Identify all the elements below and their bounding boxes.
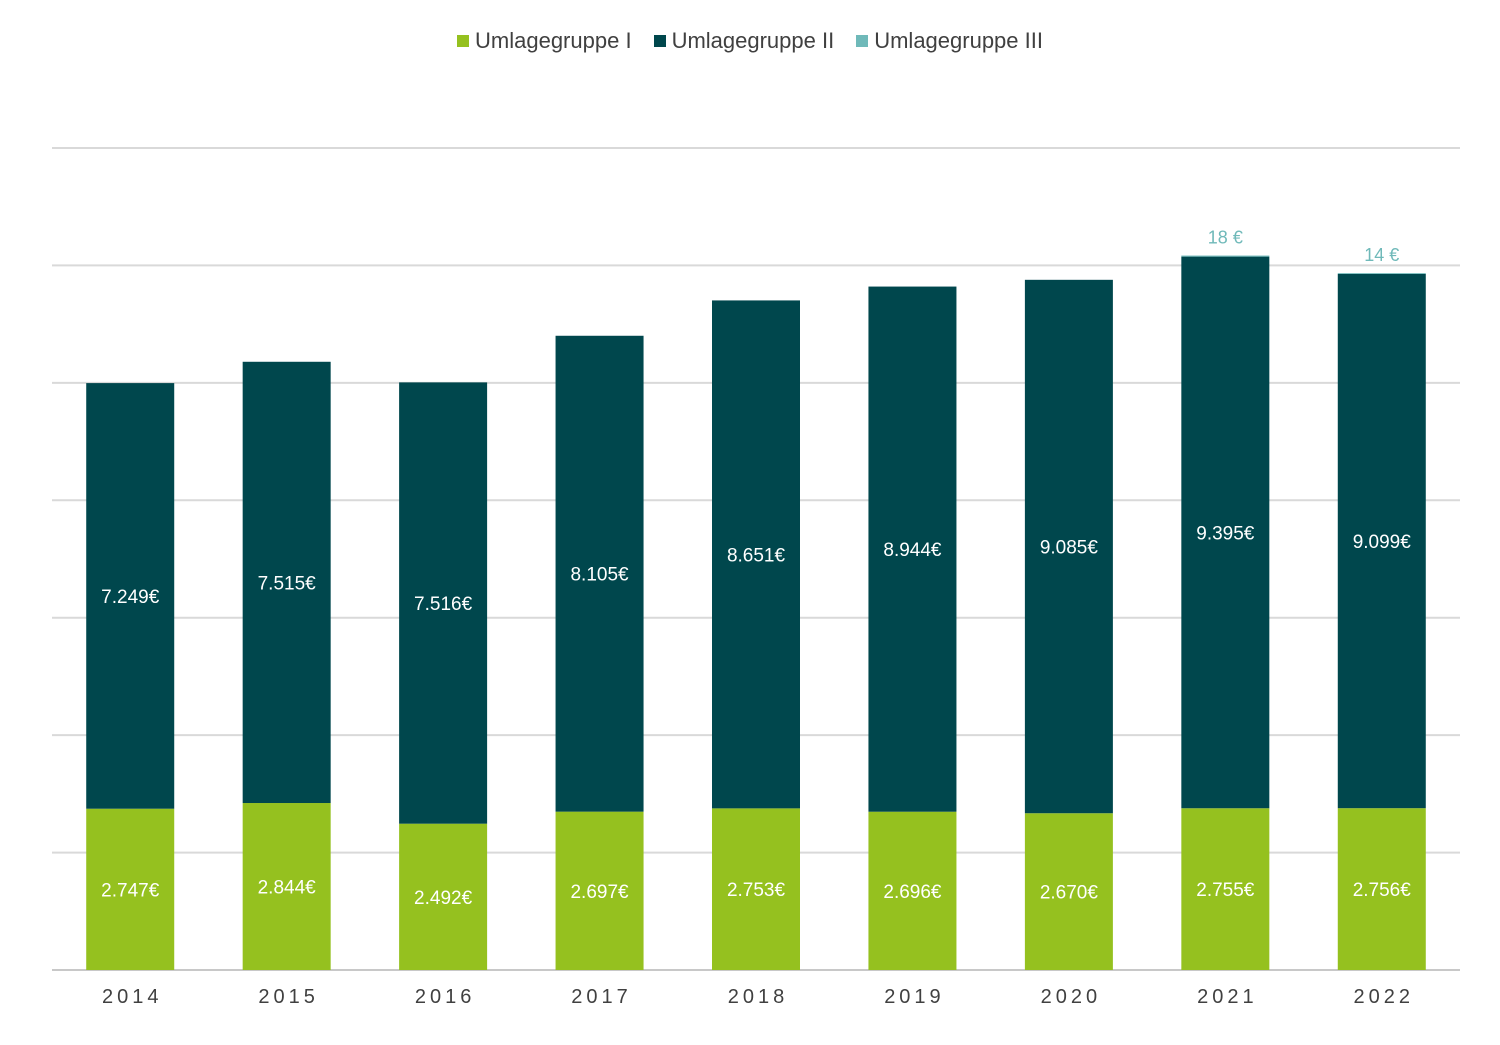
bar-segment-2014-series-1 bbox=[86, 808, 175, 970]
data-label-2016-series-1: 2.492€ bbox=[414, 888, 473, 909]
data-label-2014-series-1: 2.747€ bbox=[101, 880, 160, 901]
data-label-2022-series-1: 2.756€ bbox=[1353, 880, 1412, 901]
data-label-2018-series-1: 2.753€ bbox=[727, 880, 786, 901]
x-tick-label-2014: 2014 bbox=[102, 986, 163, 1008]
x-tick-label-2020: 2020 bbox=[1041, 986, 1102, 1008]
data-label-2022-series-3: 14 € bbox=[1364, 245, 1399, 265]
x-tick-label-2022: 2022 bbox=[1354, 986, 1415, 1008]
bar-segment-2019-series-2 bbox=[868, 286, 957, 812]
bar-segment-2021-series-1 bbox=[1181, 808, 1270, 970]
legend-item-umlagegruppe-1: Umlagegruppe I bbox=[457, 28, 632, 54]
bar-segment-2022-series-3 bbox=[1337, 273, 1426, 274]
data-label-2022-series-2: 9.099€ bbox=[1353, 532, 1412, 553]
bar-segment-2018-series-1 bbox=[712, 808, 800, 970]
data-label-2019-series-1: 2.696€ bbox=[883, 882, 942, 903]
legend-swatch-umlagegruppe-1 bbox=[457, 35, 470, 47]
legend-label-umlagegruppe-2: Umlagegruppe II bbox=[671, 28, 835, 53]
x-tick-label-2015: 2015 bbox=[258, 986, 319, 1008]
legend-label-umlagegruppe-3: Umlagegruppe III bbox=[874, 28, 1043, 53]
legend-item-umlagegruppe-2: Umlagegruppe II bbox=[653, 28, 835, 54]
bar-segment-2014-series-2 bbox=[86, 383, 175, 809]
data-label-2014-series-2: 7.249€ bbox=[101, 587, 160, 608]
bar-segment-2020-series-1 bbox=[1024, 813, 1113, 970]
bar-segment-2020-series-2 bbox=[1024, 279, 1113, 814]
data-label-2017-series-1: 2.697€ bbox=[570, 882, 629, 903]
x-axis: 2014 2015 2016 2017 2018 2019 2020 2021 2022 bbox=[102, 986, 1415, 1008]
bar-segment-2021-series-3 bbox=[1181, 255, 1270, 257]
data-label-2017-series-2: 8.105€ bbox=[570, 565, 629, 586]
bar-segment-2015-series-1 bbox=[242, 803, 331, 970]
bar-segment-2016-series-2 bbox=[399, 382, 488, 824]
bar-segment-2017-series-1 bbox=[555, 811, 644, 970]
bar-segment-2015-series-2 bbox=[242, 361, 331, 804]
data-label-2021-series-2: 9.395€ bbox=[1196, 523, 1255, 544]
legend-label-umlagegruppe-1: Umlagegruppe I bbox=[475, 28, 632, 53]
bar-segment-2019-series-1 bbox=[868, 811, 957, 970]
data-label-2015-series-2: 7.515€ bbox=[258, 573, 317, 594]
chart-legend: Umlagegruppe I Umlagegruppe II Umlagegru… bbox=[0, 28, 1500, 54]
bar-segment-2021-series-2 bbox=[1181, 256, 1270, 809]
data-label-2021-series-3: 18 € bbox=[1208, 228, 1243, 248]
data-label-2020-series-2: 9.085€ bbox=[1040, 538, 1099, 559]
legend-swatch-umlagegruppe-3 bbox=[856, 35, 869, 47]
data-label-2021-series-1: 2.755€ bbox=[1196, 880, 1255, 901]
x-tick-label-2019: 2019 bbox=[884, 986, 945, 1008]
x-tick-label-2021: 2021 bbox=[1197, 986, 1258, 1008]
bar-segment-2016-series-1 bbox=[399, 823, 488, 970]
data-label-2016-series-2: 7.516€ bbox=[414, 594, 473, 615]
x-tick-label-2018: 2018 bbox=[728, 986, 789, 1008]
x-tick-label-2016: 2016 bbox=[415, 986, 476, 1008]
bar-segment-2018-series-2 bbox=[712, 300, 800, 809]
bar-segment-2017-series-2 bbox=[555, 335, 644, 812]
data-label-2015-series-1: 2.844€ bbox=[258, 878, 317, 899]
bar-segment-2022-series-2 bbox=[1337, 273, 1426, 809]
data-labels: 2.747€ 7.249€ 2.844€ 7.515€ 2.492€ 7.516€ 2.69… bbox=[101, 228, 1411, 909]
legend-item-umlagegruppe-3: Umlagegruppe III bbox=[856, 28, 1043, 54]
data-label-2018-series-2: 8.651€ bbox=[727, 545, 786, 566]
data-label-2020-series-1: 2.670€ bbox=[1040, 883, 1099, 904]
bar-segment-2022-series-1 bbox=[1337, 808, 1426, 970]
legend-swatch-umlagegruppe-2 bbox=[653, 35, 666, 47]
data-label-2019-series-2: 8.944€ bbox=[883, 540, 942, 561]
bars bbox=[86, 255, 1426, 970]
x-tick-label-2017: 2017 bbox=[571, 986, 632, 1008]
